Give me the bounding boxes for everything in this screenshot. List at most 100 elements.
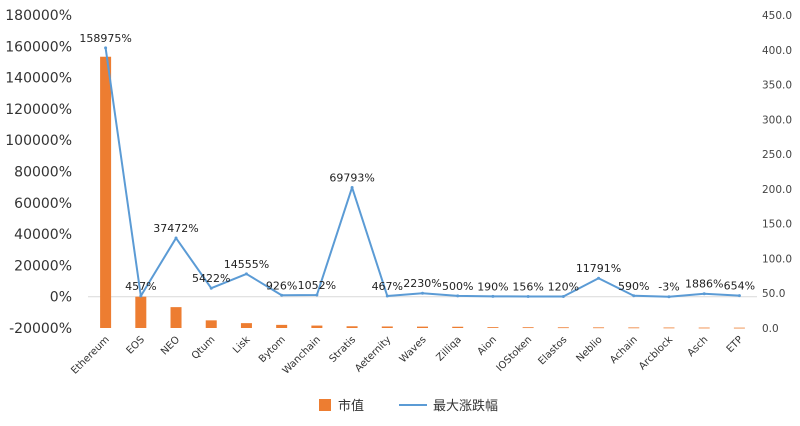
line-data-labels: 158975% 457% 37472% 5422%14555% 926% 1052% 697… bbox=[79, 32, 755, 294]
line-data-label: 190% bbox=[477, 280, 508, 293]
bar-aion bbox=[487, 327, 499, 328]
bar-zilliqa bbox=[452, 326, 464, 328]
line-point-asch bbox=[702, 292, 706, 296]
right-axis-ticks: 0.0 50.0 100.0 150.0 200.0 250.0 300.0 350.0 400… bbox=[762, 10, 792, 335]
line-data-label: 500% bbox=[442, 280, 473, 293]
line-point-aeternity bbox=[385, 294, 389, 298]
line-data-label: 1052% bbox=[298, 279, 336, 292]
line-data-label: 69793% bbox=[329, 171, 374, 184]
line-point-qtum bbox=[209, 286, 213, 290]
left-tick-label: 80000% bbox=[14, 165, 72, 181]
category-label: Qtum bbox=[190, 334, 217, 361]
line-path bbox=[104, 47, 740, 298]
bar-ethereum bbox=[100, 56, 112, 328]
right-tick-label: 100.0 bbox=[762, 253, 792, 265]
line-data-label: 5422% bbox=[192, 272, 230, 285]
bar-lisk bbox=[240, 323, 252, 328]
left-axis-ticks: -20000% 0% 20000% 40000% 60000% 80000% 100000%… bbox=[5, 8, 72, 337]
category-label: Bytom bbox=[257, 334, 288, 365]
line-point-stratis bbox=[350, 185, 354, 189]
bar-asch bbox=[698, 327, 710, 329]
line-data-label: 926% bbox=[266, 279, 297, 292]
left-tick-label: 140000% bbox=[5, 71, 72, 87]
line-point-wanchain bbox=[315, 293, 319, 297]
right-tick-label: 450.0 bbox=[762, 10, 792, 22]
line-data-label: 120% bbox=[548, 281, 579, 294]
line-point-iostoken bbox=[526, 294, 530, 298]
line-data-label: 14555% bbox=[224, 258, 269, 271]
line-data-label: -3% bbox=[658, 281, 679, 294]
category-label: Wanchain bbox=[281, 334, 323, 376]
category-label: Neblio bbox=[575, 334, 605, 364]
bar-eos bbox=[135, 296, 147, 328]
right-tick-label: 0.0 bbox=[762, 323, 779, 335]
line-point-achain bbox=[632, 294, 636, 298]
category-label: Arcblock bbox=[637, 334, 675, 372]
bar-elastos bbox=[557, 327, 569, 329]
line-data-label: 467% bbox=[372, 280, 403, 293]
bar-etp bbox=[733, 327, 745, 329]
line-point-neblio bbox=[597, 276, 601, 280]
right-tick-label: 200.0 bbox=[762, 184, 792, 196]
legend-bar-swatch bbox=[319, 399, 331, 411]
line-data-label: 590% bbox=[618, 280, 649, 293]
legend-bar-label: 市值 bbox=[338, 398, 364, 414]
category-label: Lisk bbox=[231, 334, 253, 356]
category-label: Aion bbox=[476, 334, 499, 357]
left-tick-label: 20000% bbox=[14, 258, 72, 274]
left-tick-label: 40000% bbox=[14, 227, 72, 243]
line-point-bytom bbox=[280, 293, 284, 297]
bar-achain bbox=[628, 327, 640, 329]
line-data-label: 156% bbox=[512, 280, 543, 293]
category-label: EOS bbox=[125, 334, 147, 356]
left-tick-label: 160000% bbox=[5, 39, 72, 55]
right-tick-label: 350.0 bbox=[762, 80, 792, 92]
category-label: IOStoken bbox=[495, 334, 535, 374]
line-point-aion bbox=[491, 294, 495, 298]
category-label: Asch bbox=[686, 334, 711, 359]
line-data-label: 11791% bbox=[576, 262, 621, 275]
right-tick-label: 50.0 bbox=[762, 288, 785, 300]
line-data-label: 457% bbox=[125, 280, 156, 293]
line-data-label: 1886% bbox=[685, 278, 723, 291]
left-tick-label: 0% bbox=[50, 290, 72, 306]
bar-series bbox=[100, 56, 745, 329]
line-point-etp bbox=[737, 294, 741, 298]
right-tick-label: 150.0 bbox=[762, 219, 792, 231]
category-label: Aeternity bbox=[353, 334, 393, 374]
category-label: Elastos bbox=[536, 334, 569, 367]
right-tick-label: 400.0 bbox=[762, 45, 792, 57]
legend-line-label: 最大涨跌幅 bbox=[433, 398, 498, 414]
line-data-label: 37472% bbox=[153, 222, 198, 235]
left-tick-label: -20000% bbox=[9, 321, 72, 337]
category-label: Ethereum bbox=[69, 334, 111, 376]
bar-arcblock bbox=[663, 327, 675, 329]
bar-wanchain bbox=[311, 325, 323, 328]
category-label: ETP bbox=[725, 334, 746, 355]
line-point-lisk bbox=[244, 272, 248, 276]
bar-bytom bbox=[276, 324, 288, 328]
right-tick-label: 300.0 bbox=[762, 114, 792, 126]
left-tick-label: 100000% bbox=[5, 133, 72, 149]
line-point-arcblock bbox=[667, 295, 671, 299]
line-point-eos bbox=[139, 294, 143, 298]
category-label: Achain bbox=[608, 334, 640, 366]
legend: 市值 最大涨跌幅 bbox=[319, 398, 498, 414]
bar-stratis bbox=[346, 326, 358, 328]
line-point-waves bbox=[421, 291, 424, 295]
line-data-label: 158975% bbox=[79, 32, 131, 45]
line-point-zilliqa bbox=[456, 294, 460, 298]
category-label: Waves bbox=[398, 334, 429, 365]
line-point-neo bbox=[174, 236, 178, 240]
bar-neo bbox=[170, 307, 182, 328]
category-label: Stratis bbox=[327, 334, 358, 365]
line-point-ethereum bbox=[104, 46, 108, 50]
bar-qtum bbox=[205, 320, 217, 328]
right-tick-label: 250.0 bbox=[762, 149, 792, 161]
line-data-label: 2230% bbox=[403, 277, 441, 290]
left-tick-label: 60000% bbox=[14, 196, 72, 212]
bar-iostoken bbox=[522, 327, 534, 329]
bar-waves bbox=[417, 326, 428, 328]
category-label: NEO bbox=[159, 334, 182, 357]
